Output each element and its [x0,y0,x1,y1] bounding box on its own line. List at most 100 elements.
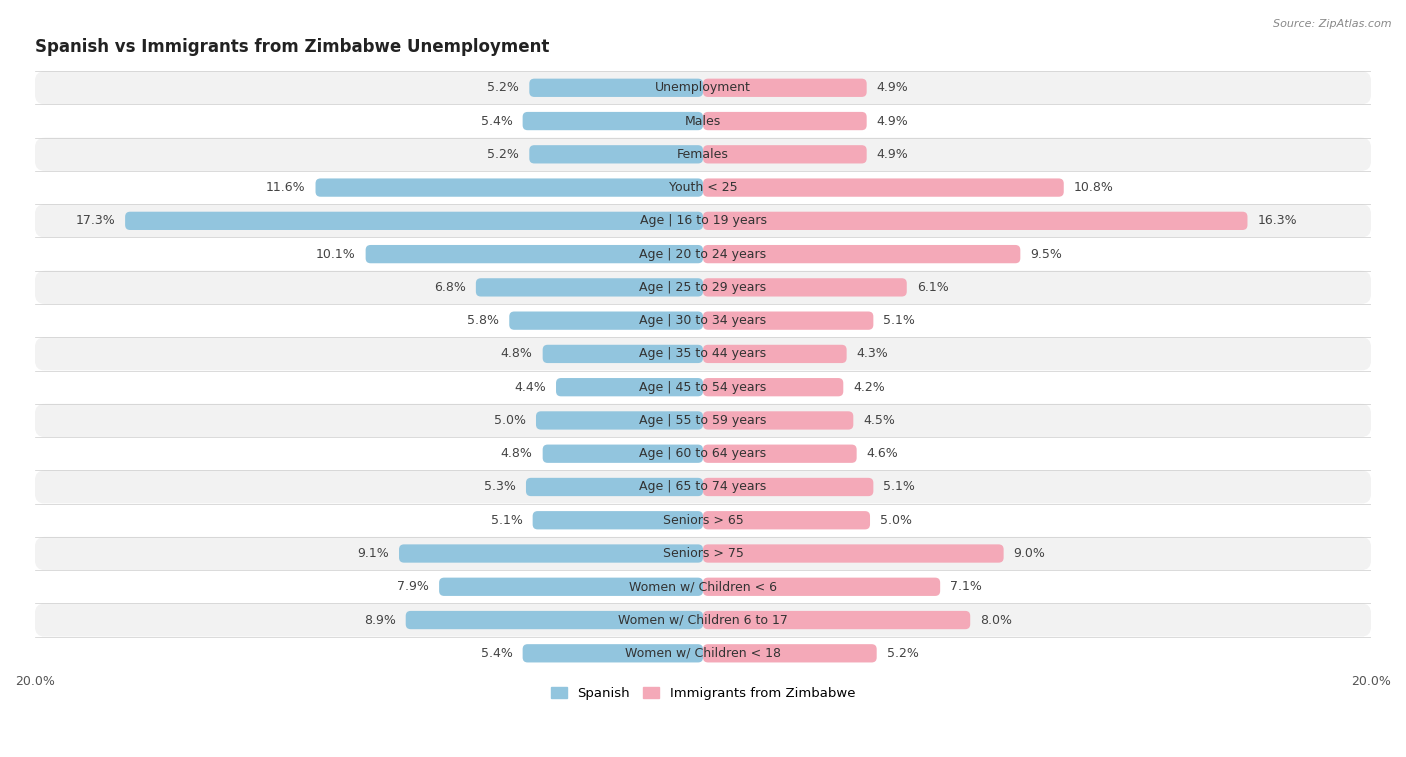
FancyBboxPatch shape [406,611,703,629]
FancyBboxPatch shape [35,470,1371,503]
FancyBboxPatch shape [523,112,703,130]
Text: Women w/ Children 6 to 17: Women w/ Children 6 to 17 [619,613,787,627]
Text: Males: Males [685,114,721,127]
Text: 5.2%: 5.2% [488,81,519,95]
FancyBboxPatch shape [315,179,703,197]
FancyBboxPatch shape [35,271,1371,304]
Text: 5.2%: 5.2% [887,646,918,660]
Text: 4.9%: 4.9% [877,114,908,127]
Text: Age | 16 to 19 years: Age | 16 to 19 years [640,214,766,227]
FancyBboxPatch shape [35,238,1371,271]
Text: Seniors > 65: Seniors > 65 [662,514,744,527]
FancyBboxPatch shape [35,503,1371,537]
Text: Women w/ Children < 18: Women w/ Children < 18 [626,646,780,660]
FancyBboxPatch shape [35,570,1371,603]
Text: Source: ZipAtlas.com: Source: ZipAtlas.com [1274,19,1392,29]
FancyBboxPatch shape [543,444,703,463]
FancyBboxPatch shape [703,79,866,97]
Text: 5.1%: 5.1% [883,314,915,327]
FancyBboxPatch shape [35,603,1371,637]
Text: Spanish vs Immigrants from Zimbabwe Unemployment: Spanish vs Immigrants from Zimbabwe Unem… [35,38,550,56]
FancyBboxPatch shape [703,578,941,596]
Text: 5.2%: 5.2% [488,148,519,160]
FancyBboxPatch shape [529,145,703,164]
Text: 4.3%: 4.3% [856,347,889,360]
FancyBboxPatch shape [526,478,703,496]
FancyBboxPatch shape [35,370,1371,403]
Text: 8.9%: 8.9% [364,613,395,627]
Text: 4.6%: 4.6% [866,447,898,460]
Text: Age | 35 to 44 years: Age | 35 to 44 years [640,347,766,360]
FancyBboxPatch shape [35,171,1371,204]
FancyBboxPatch shape [533,511,703,529]
Text: 16.3%: 16.3% [1257,214,1298,227]
FancyBboxPatch shape [703,444,856,463]
FancyBboxPatch shape [399,544,703,562]
FancyBboxPatch shape [529,79,703,97]
Text: 9.5%: 9.5% [1031,248,1062,260]
Text: 6.1%: 6.1% [917,281,949,294]
FancyBboxPatch shape [703,644,877,662]
Text: Age | 20 to 24 years: Age | 20 to 24 years [640,248,766,260]
FancyBboxPatch shape [703,411,853,429]
Text: 9.1%: 9.1% [357,547,389,560]
FancyBboxPatch shape [703,611,970,629]
FancyBboxPatch shape [703,378,844,397]
FancyBboxPatch shape [35,403,1371,437]
Text: 4.5%: 4.5% [863,414,896,427]
FancyBboxPatch shape [35,304,1371,338]
FancyBboxPatch shape [703,145,866,164]
FancyBboxPatch shape [509,311,703,330]
Text: 10.1%: 10.1% [316,248,356,260]
Text: 4.8%: 4.8% [501,447,533,460]
FancyBboxPatch shape [703,511,870,529]
Text: 4.2%: 4.2% [853,381,884,394]
FancyBboxPatch shape [703,179,1064,197]
Text: 10.8%: 10.8% [1074,181,1114,194]
Text: Age | 30 to 34 years: Age | 30 to 34 years [640,314,766,327]
Text: 17.3%: 17.3% [76,214,115,227]
FancyBboxPatch shape [703,311,873,330]
FancyBboxPatch shape [703,245,1021,263]
FancyBboxPatch shape [35,138,1371,171]
Text: Seniors > 75: Seniors > 75 [662,547,744,560]
FancyBboxPatch shape [543,344,703,363]
Text: 7.9%: 7.9% [398,581,429,593]
FancyBboxPatch shape [35,71,1371,104]
Text: 5.4%: 5.4% [481,114,513,127]
Legend: Spanish, Immigrants from Zimbabwe: Spanish, Immigrants from Zimbabwe [546,682,860,706]
Text: 5.3%: 5.3% [484,481,516,494]
Text: Women w/ Children < 6: Women w/ Children < 6 [628,581,778,593]
FancyBboxPatch shape [536,411,703,429]
Text: 11.6%: 11.6% [266,181,305,194]
Text: Age | 55 to 59 years: Age | 55 to 59 years [640,414,766,427]
Text: Unemployment: Unemployment [655,81,751,95]
Text: Age | 45 to 54 years: Age | 45 to 54 years [640,381,766,394]
Text: 9.0%: 9.0% [1014,547,1046,560]
FancyBboxPatch shape [555,378,703,397]
Text: Age | 60 to 64 years: Age | 60 to 64 years [640,447,766,460]
Text: 5.1%: 5.1% [491,514,523,527]
Text: 4.9%: 4.9% [877,148,908,160]
FancyBboxPatch shape [35,338,1371,370]
Text: 4.8%: 4.8% [501,347,533,360]
Text: 5.4%: 5.4% [481,646,513,660]
FancyBboxPatch shape [125,212,703,230]
FancyBboxPatch shape [523,644,703,662]
Text: 4.4%: 4.4% [515,381,546,394]
FancyBboxPatch shape [703,478,873,496]
Text: 5.1%: 5.1% [883,481,915,494]
FancyBboxPatch shape [35,104,1371,138]
Text: 8.0%: 8.0% [980,613,1012,627]
FancyBboxPatch shape [366,245,703,263]
FancyBboxPatch shape [475,279,703,297]
FancyBboxPatch shape [35,637,1371,670]
FancyBboxPatch shape [703,344,846,363]
FancyBboxPatch shape [439,578,703,596]
FancyBboxPatch shape [703,212,1247,230]
Text: 5.0%: 5.0% [880,514,912,527]
Text: 4.9%: 4.9% [877,81,908,95]
FancyBboxPatch shape [35,204,1371,238]
FancyBboxPatch shape [35,537,1371,570]
Text: 5.8%: 5.8% [467,314,499,327]
